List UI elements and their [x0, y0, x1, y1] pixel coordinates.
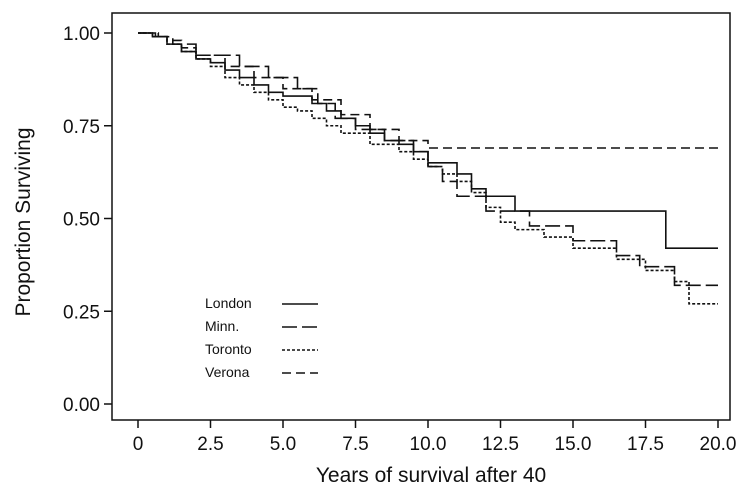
x-axis: 0 2.5 5.0 7.5 10.0 12.5 15.0 17.5 20.0 [133, 420, 737, 455]
series-line-toronto [138, 32, 718, 305]
plot-frame [111, 12, 731, 421]
x-tick-label: 2.5 [197, 434, 223, 455]
legend: London Minn. Toronto Verona [205, 295, 318, 380]
x-tick-label: 5.0 [270, 434, 296, 455]
y-tick-label: 0.50 [63, 210, 100, 231]
x-tick-label: 12.5 [482, 434, 519, 455]
x-tick-label: 17.5 [627, 434, 664, 455]
x-tick-label: 7.5 [342, 434, 368, 455]
legend-label: Minn. [205, 318, 239, 334]
x-tick-label: 20.0 [700, 434, 737, 455]
y-tick-label: 0.75 [63, 117, 100, 138]
x-tick-label: 10.0 [410, 434, 447, 455]
y-axis: 0.00 0.25 0.50 0.75 1.00 [63, 24, 112, 416]
x-tick-label: 15.0 [555, 434, 592, 455]
y-tick-label: 0.00 [63, 395, 100, 416]
legend-label: London [205, 295, 252, 311]
legend-label: Verona [205, 364, 250, 380]
y-tick-label: 1.00 [63, 24, 100, 45]
y-axis-title: Proportion Surviving [12, 127, 35, 316]
y-tick-label: 0.25 [63, 302, 100, 323]
series-line-verona [138, 32, 718, 149]
x-tick-label: 0 [133, 434, 144, 455]
series-layer [138, 32, 718, 305]
x-axis-title: Years of survival after 40 [316, 464, 546, 487]
legend-label: Toronto [205, 341, 252, 357]
